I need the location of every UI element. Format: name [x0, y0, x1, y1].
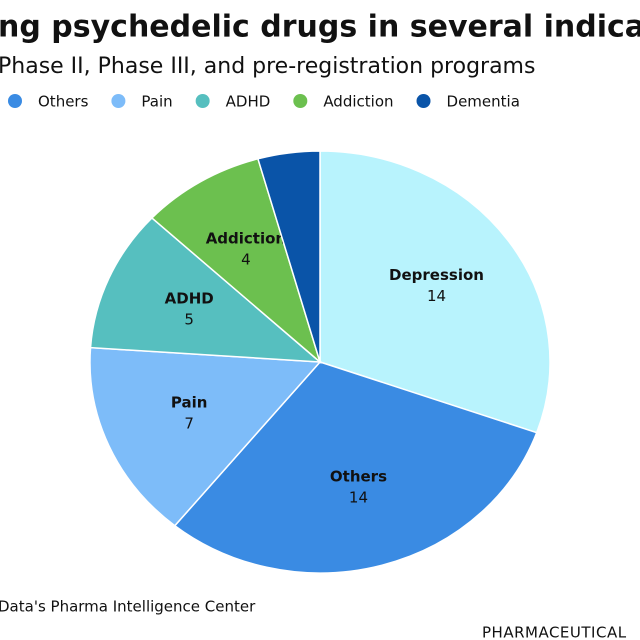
legend-marker	[111, 94, 126, 108]
legend-label: ADHD	[226, 93, 271, 111]
legend-label: Others	[38, 93, 89, 111]
legend-marker	[416, 94, 431, 108]
pie-slice	[257, 150, 321, 363]
legend-marker	[8, 94, 22, 108]
slice-value: 4	[241, 251, 251, 269]
legend-label: Addiction	[323, 93, 393, 111]
legend: Others Pain ADHD Addiction Dementia	[8, 93, 520, 111]
pie-slice	[319, 150, 551, 434]
legend-marker	[293, 94, 308, 108]
legend-marker	[195, 94, 210, 108]
slice-label: ADHD	[165, 289, 214, 307]
slice-label: Depression	[389, 266, 484, 284]
slice-label: Addiction	[206, 230, 286, 248]
brand: PHARMACEUTICAL	[482, 624, 627, 640]
legend-label: Dementia	[447, 93, 520, 111]
pie-slice	[173, 361, 538, 574]
legend-label: Pain	[141, 93, 172, 111]
slice-label: Pain	[171, 394, 208, 412]
source: Data's Pharma Intelligence Center	[0, 598, 256, 616]
slice-label: Others	[330, 467, 387, 485]
slice-value: 7	[184, 415, 194, 433]
pie-slice	[89, 346, 322, 527]
pie-slice	[150, 157, 322, 365]
pie-slice	[89, 216, 323, 363]
slice-value: 14	[349, 488, 368, 506]
pie: Depression 14 Others 14 Pain 7 ADHD 5 Addiction 4	[89, 150, 551, 574]
chart-subtitle: Phase II, Phase III, and pre-registratio…	[0, 54, 535, 79]
chart-title: ng psychedelic drugs in several indicati…	[0, 10, 640, 45]
slice-value: 5	[184, 310, 194, 328]
slice-value: 14	[427, 287, 446, 305]
